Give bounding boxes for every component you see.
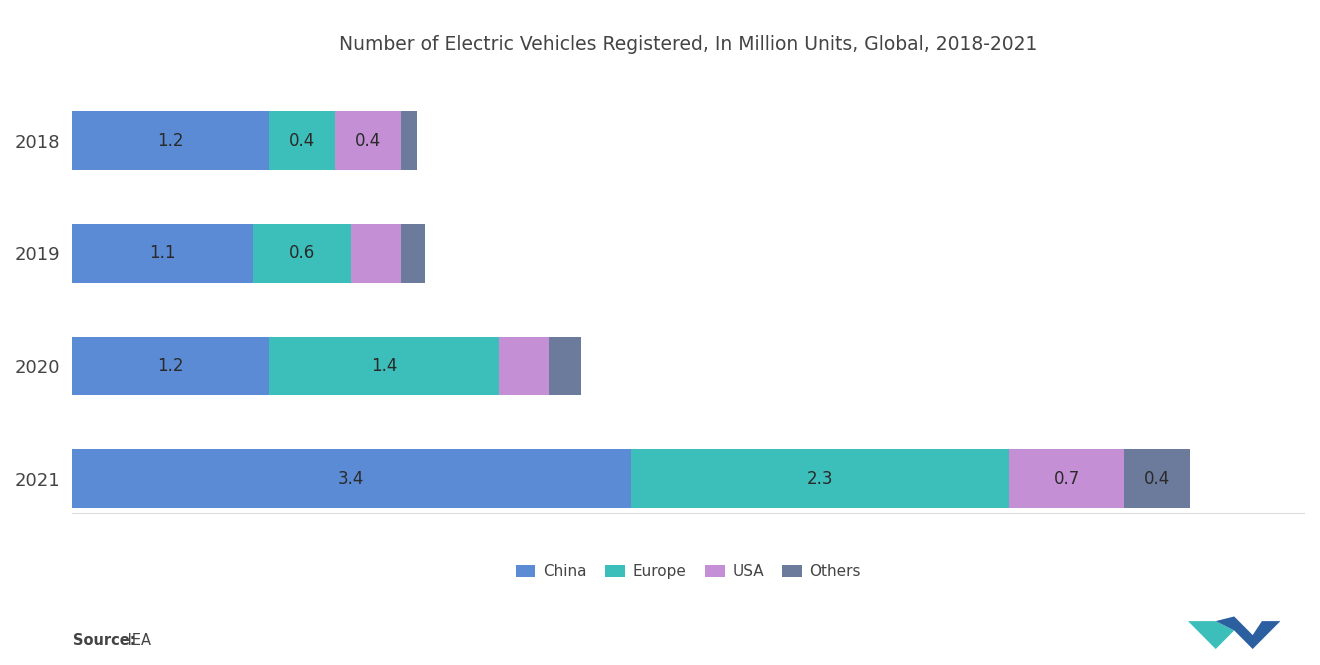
Text: 0.4: 0.4: [1144, 469, 1170, 487]
Bar: [400, 224, 425, 283]
Bar: [71, 112, 269, 170]
Text: 0.7: 0.7: [1053, 469, 1080, 487]
Bar: [252, 224, 351, 283]
Text: 3.4: 3.4: [338, 469, 364, 487]
Bar: [631, 450, 1008, 508]
Bar: [71, 224, 252, 283]
Polygon shape: [1216, 616, 1280, 649]
Text: 1.4: 1.4: [371, 357, 397, 375]
Text: Source:: Source:: [73, 633, 140, 648]
Bar: [400, 112, 417, 170]
Bar: [71, 450, 631, 508]
Bar: [269, 112, 335, 170]
Bar: [1008, 450, 1125, 508]
Bar: [549, 336, 582, 395]
Text: 1.1: 1.1: [149, 244, 176, 262]
Text: 1.2: 1.2: [157, 357, 183, 375]
Bar: [71, 336, 269, 395]
Bar: [351, 224, 400, 283]
Polygon shape: [1188, 621, 1234, 649]
Text: 0.6: 0.6: [289, 244, 315, 262]
Bar: [1125, 450, 1189, 508]
Text: IEA: IEA: [123, 633, 150, 648]
Bar: [335, 112, 400, 170]
Legend: China, Europe, USA, Others: China, Europe, USA, Others: [510, 558, 867, 585]
Bar: [269, 336, 499, 395]
Text: 0.4: 0.4: [289, 132, 315, 150]
Bar: [499, 336, 549, 395]
Text: 0.4: 0.4: [355, 132, 381, 150]
Text: 2.3: 2.3: [807, 469, 833, 487]
Text: 1.2: 1.2: [157, 132, 183, 150]
Title: Number of Electric Vehicles Registered, In Million Units, Global, 2018-2021: Number of Electric Vehicles Registered, …: [339, 35, 1038, 54]
